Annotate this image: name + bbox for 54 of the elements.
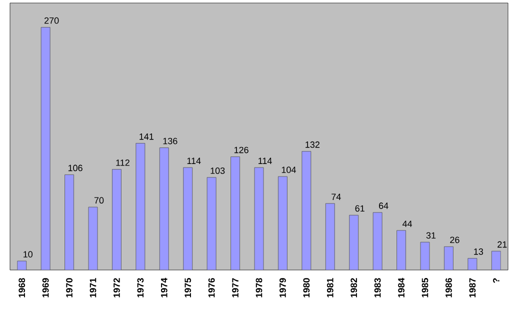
data-label: 64 <box>379 202 388 209</box>
x-tick-label: 1974 <box>160 278 168 298</box>
bar <box>112 169 122 270</box>
x-tick-label: ? <box>492 278 500 283</box>
data-label: 112 <box>116 159 130 166</box>
data-label: 132 <box>306 141 320 148</box>
x-tick-label: 1969 <box>42 278 49 298</box>
x-tick-label: 1985 <box>422 278 428 298</box>
x-tick-label: 1983 <box>374 278 381 298</box>
bar <box>491 250 501 270</box>
x-tick-label: 1970 <box>66 278 72 298</box>
data-label: 104 <box>282 166 296 173</box>
data-label: 114 <box>187 158 201 164</box>
bar <box>349 214 359 270</box>
data-label: 26 <box>450 236 460 244</box>
x-tick-label: 1981 <box>326 278 334 298</box>
data-label: 10 <box>24 251 33 258</box>
bar <box>40 27 50 270</box>
data-label: 44 <box>402 220 412 227</box>
bar <box>325 203 335 270</box>
data-label: 13 <box>474 248 484 255</box>
data-label: 126 <box>234 146 248 154</box>
x-tick-label: 1984 <box>398 278 404 298</box>
x-tick-label: 1980 <box>303 278 310 298</box>
x-tick-label: 1987 <box>469 278 476 298</box>
data-label: 74 <box>332 194 341 200</box>
bar <box>230 156 240 270</box>
data-label: 141 <box>140 134 154 140</box>
x-tick-label: 1976 <box>208 278 215 298</box>
data-label: 136 <box>163 138 178 144</box>
data-label: 270 <box>44 17 59 24</box>
bar <box>396 230 406 270</box>
x-tick-label: 1986 <box>446 278 452 298</box>
x-tick-label: 1977 <box>232 278 238 298</box>
x-tick-label: 1982 <box>350 278 358 298</box>
x-tick-label: 1978 <box>256 278 262 298</box>
x-tick-label: 1975 <box>184 278 192 298</box>
x-tick-label: 1971 <box>90 278 96 298</box>
data-label: 61 <box>355 205 364 212</box>
x-tick-label: 1968 <box>18 278 26 298</box>
x-tick-label: 1972 <box>114 278 120 298</box>
data-label: 114 <box>258 158 272 164</box>
data-label: 21 <box>498 241 507 248</box>
data-label: 106 <box>68 164 82 172</box>
bar <box>159 148 169 270</box>
x-tick-label: 1979 <box>280 278 286 298</box>
bar <box>64 174 74 270</box>
bar <box>183 167 193 270</box>
bar <box>278 176 288 270</box>
data-label: 70 <box>94 197 104 204</box>
bar <box>444 246 454 270</box>
data-label: 31 <box>426 232 436 239</box>
data-label: 103 <box>210 167 225 174</box>
x-tick-label: 1973 <box>137 278 144 298</box>
